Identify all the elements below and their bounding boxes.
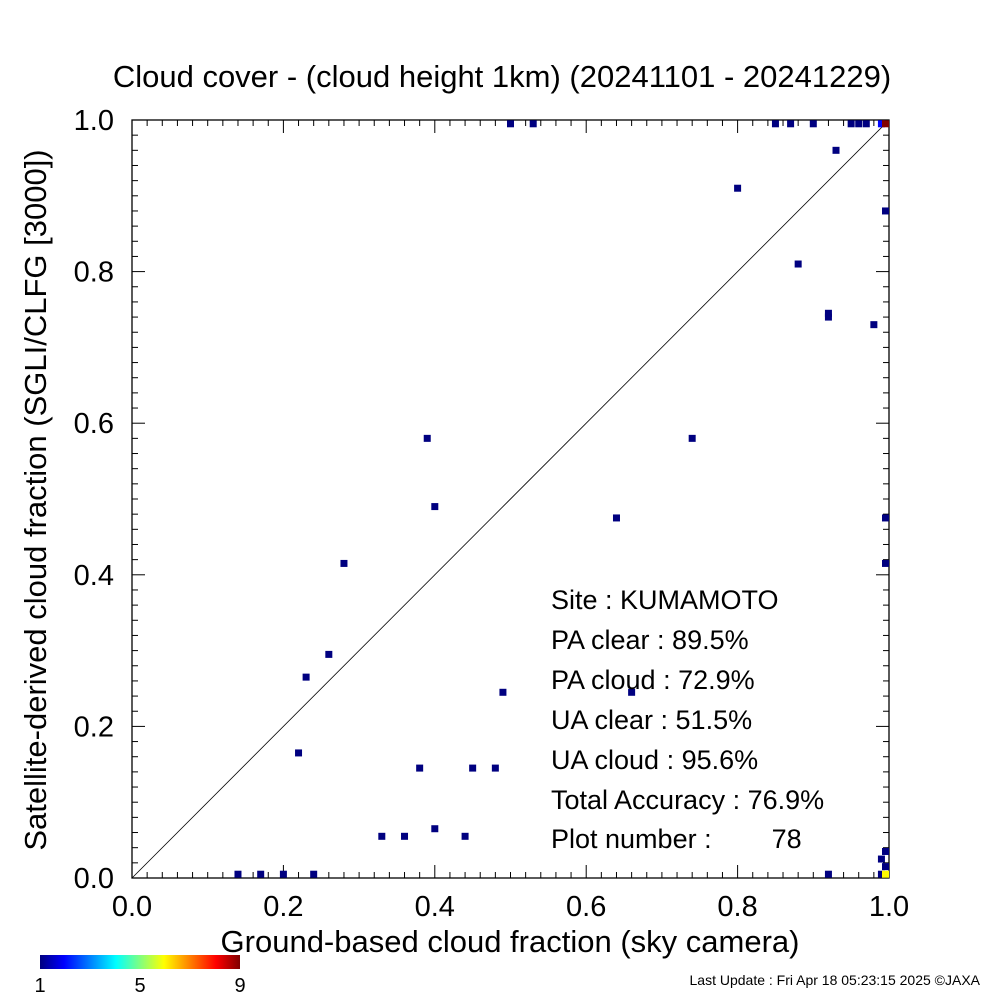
y-axis-label: Satellite-derived cloud fraction (SGLI/C…	[18, 149, 53, 850]
colorbar	[40, 955, 240, 969]
data-point	[809, 120, 817, 128]
data-point	[310, 870, 318, 878]
data-point	[431, 825, 439, 833]
data-point	[461, 832, 469, 840]
x-axis-label: Ground-based cloud fraction (sky camera)	[221, 924, 800, 959]
data-point	[870, 321, 878, 329]
y-tick-label: 0.6	[74, 408, 114, 440]
last-update-text: Last Update : Fri Apr 18 05:23:15 2025 ©…	[690, 972, 981, 988]
stat-plot-number: Plot number : 78	[551, 824, 802, 854]
x-tick-label: 0.8	[717, 891, 757, 923]
data-point	[507, 120, 514, 128]
data-point	[302, 673, 310, 681]
data-point	[378, 832, 386, 840]
chart-title: Cloud cover - (cloud height 1km) (202411…	[113, 59, 891, 94]
data-point	[877, 855, 885, 863]
data-point	[431, 503, 439, 511]
x-tick-label: 0.2	[263, 891, 303, 923]
data-point	[882, 847, 889, 855]
data-point	[499, 688, 507, 696]
data-point	[628, 688, 636, 696]
stat-ua-clear: UA clear : 51.5%	[551, 705, 752, 735]
colorbar-label-max: 9	[234, 975, 245, 997]
data-points	[234, 120, 889, 878]
colorbar-label-min: 1	[34, 975, 45, 997]
y-tick-labels: 0.0 0.2 0.4 0.6 0.8 1.0	[74, 105, 114, 895]
axis-ticks	[131, 119, 890, 879]
data-point	[794, 260, 802, 268]
x-tick-label: 0.0	[112, 891, 152, 923]
stat-ua-cloud: UA cloud : 95.6%	[551, 745, 758, 775]
data-point	[882, 120, 889, 128]
data-point	[734, 184, 742, 192]
data-point	[882, 870, 889, 878]
data-point	[882, 559, 889, 567]
data-point	[325, 650, 333, 658]
y-tick-label: 0.0	[74, 863, 114, 895]
stat-total-accuracy: Total Accuracy : 76.9%	[551, 785, 824, 815]
data-point	[279, 870, 287, 878]
data-point	[882, 863, 889, 871]
data-point	[491, 764, 499, 772]
data-point	[416, 764, 424, 772]
data-point	[877, 870, 885, 878]
data-point	[295, 749, 303, 757]
data-point	[882, 207, 889, 215]
stat-pa-cloud: PA cloud : 72.9%	[551, 665, 755, 695]
stats-panel: Site : KUMAMOTO PA clear : 89.5% PA clou…	[551, 585, 824, 854]
data-point	[832, 146, 840, 154]
y-tick-label: 1.0	[74, 105, 114, 137]
colorbar-label-mid: 5	[134, 975, 145, 997]
data-point	[824, 313, 832, 321]
data-point	[234, 870, 242, 878]
data-point	[340, 559, 348, 567]
data-point	[771, 120, 779, 128]
data-point	[612, 514, 620, 522]
data-point	[423, 434, 431, 442]
data-point	[469, 764, 477, 772]
x-tick-labels: 0.0 0.2 0.4 0.6 0.8 1.0	[112, 891, 909, 923]
data-point	[824, 309, 832, 317]
data-point	[401, 832, 409, 840]
data-point	[847, 120, 855, 128]
data-point	[688, 434, 696, 442]
stat-site: Site : KUMAMOTO	[551, 585, 779, 615]
data-point	[824, 870, 832, 878]
data-point	[529, 120, 537, 128]
data-point	[855, 120, 863, 128]
data-point	[257, 870, 265, 878]
stat-pa-clear: PA clear : 89.5%	[551, 625, 749, 655]
data-point	[862, 120, 870, 128]
one-to-one-line	[131, 119, 890, 879]
data-point	[877, 120, 885, 128]
y-tick-label: 0.8	[74, 257, 114, 289]
y-tick-label: 0.4	[74, 560, 114, 592]
x-tick-label: 0.4	[415, 891, 455, 923]
x-tick-label: 1.0	[869, 891, 909, 923]
data-point	[882, 514, 889, 522]
data-point	[787, 120, 795, 128]
y-tick-label: 0.2	[74, 711, 114, 743]
x-tick-label: 0.6	[566, 891, 606, 923]
